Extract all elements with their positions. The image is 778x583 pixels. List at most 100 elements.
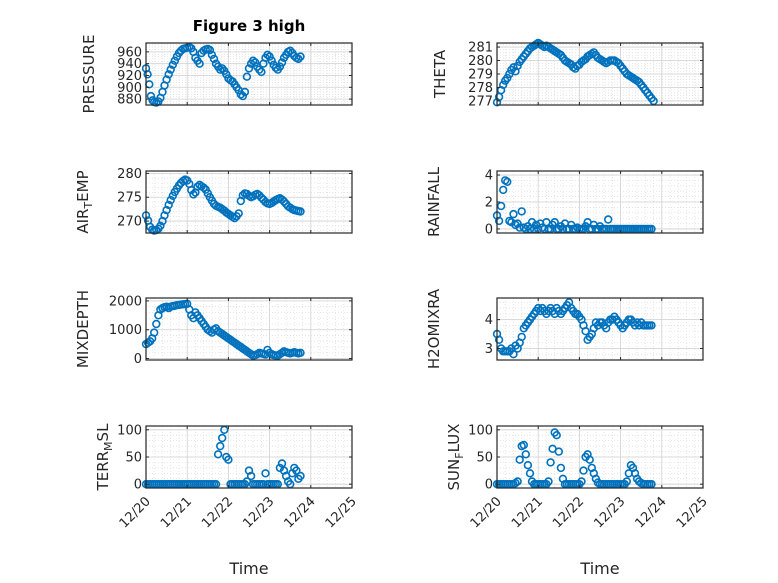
x-axis-label: Time xyxy=(228,559,268,578)
data-point xyxy=(525,469,535,478)
y-axis-label-main: SUN xyxy=(445,459,463,491)
y-axis-label: H2OMIXRA xyxy=(425,288,443,369)
axes-box xyxy=(145,170,353,234)
y-tick-label: 281 xyxy=(468,41,493,56)
y-axis-label-subscript: F xyxy=(453,452,466,458)
data-point xyxy=(224,455,233,464)
data-point xyxy=(150,328,159,337)
data-point xyxy=(156,221,165,231)
data-point xyxy=(496,201,506,211)
data-points xyxy=(492,298,656,359)
data-point xyxy=(585,455,594,464)
data-point xyxy=(286,46,295,55)
y-tick-label: 50 xyxy=(125,451,142,466)
data-points xyxy=(141,175,305,235)
y-tick-label: 0 xyxy=(134,478,142,493)
data-point xyxy=(296,207,305,216)
data-point xyxy=(240,87,250,97)
data-point xyxy=(515,455,524,464)
data-point xyxy=(499,185,508,195)
y-tick-label: 920 xyxy=(117,69,142,84)
y-tick-label: 2 xyxy=(485,196,493,211)
data-point xyxy=(170,56,180,65)
data-point xyxy=(517,332,526,342)
y-tick-label: 270 xyxy=(117,215,142,230)
y-tick-label: 0 xyxy=(485,478,493,493)
data-point xyxy=(509,350,518,359)
data-point xyxy=(230,214,239,223)
data-point xyxy=(238,91,248,101)
y-tick-label: 900 xyxy=(117,81,142,96)
subplot-3: 270 275 280 AIRTEMP xyxy=(74,167,353,235)
y-tick-label: 4 xyxy=(485,313,493,328)
data-point xyxy=(509,63,518,72)
y-axis-label-suffix: LUX xyxy=(445,424,463,453)
axes-box xyxy=(145,297,353,361)
data-point xyxy=(296,348,305,357)
y-axis-label-main: H2OMIXRA xyxy=(425,288,443,369)
data-point xyxy=(271,63,280,73)
data-point xyxy=(213,450,223,459)
data-point xyxy=(207,50,217,59)
y-tick-label: 0 xyxy=(485,222,493,237)
data-point xyxy=(494,335,504,344)
y-tick-label: 100 xyxy=(117,423,142,438)
data-point xyxy=(552,431,561,440)
data-point xyxy=(218,433,227,443)
data-point xyxy=(189,190,198,199)
y-axis-label-subscript: T xyxy=(82,202,95,210)
y-tick-label: 4 xyxy=(485,169,493,184)
y-axis-label-suffix: EMP xyxy=(74,170,92,201)
y-axis-label: TERRMSL xyxy=(94,423,115,492)
y-axis-label: MIXDEPTH xyxy=(74,290,92,368)
y-tick-label: 279 xyxy=(468,68,493,83)
y-tick-label: 277 xyxy=(468,94,493,109)
y-axis-label: SUNFLUX xyxy=(445,424,466,491)
y-tick-label: 3 xyxy=(485,342,493,357)
y-axis-label-main: THETA xyxy=(431,49,449,99)
y-tick-label: 280 xyxy=(468,54,493,69)
subplot-6: 3 4 H2OMIXRA xyxy=(425,288,704,369)
data-point xyxy=(277,459,287,468)
y-axis-label-main: AIR xyxy=(74,209,92,234)
data-points xyxy=(492,38,658,107)
data-point xyxy=(603,215,613,224)
y-tick-label: 0 xyxy=(134,352,142,367)
data-point xyxy=(521,450,530,459)
data-point xyxy=(242,72,252,81)
data-point xyxy=(248,56,258,65)
y-axis-label-suffix: SL xyxy=(94,423,112,442)
data-point xyxy=(513,219,522,228)
y-tick-label: 2000 xyxy=(109,294,142,309)
y-tick-label: 100 xyxy=(468,423,493,438)
data-point xyxy=(544,477,553,486)
y-tick-label: 278 xyxy=(468,81,493,96)
data-point xyxy=(257,67,266,77)
axes-box xyxy=(496,297,704,361)
subplot-8: 12/20 12/21 12/22 12/23 12/24 12/25050100SUNF… xyxy=(445,423,711,578)
data-point xyxy=(513,61,522,71)
data-point xyxy=(513,477,522,486)
data-point xyxy=(143,70,152,79)
y-tick-label: 960 xyxy=(117,45,142,60)
data-point xyxy=(554,447,563,456)
y-tick-label: 940 xyxy=(117,57,142,72)
y-tick-label: 275 xyxy=(117,191,142,206)
data-point xyxy=(622,477,631,486)
y-axis-label-main: RAINFALL xyxy=(425,166,443,237)
data-point xyxy=(164,200,173,210)
y-axis-label-main: PRESSURE xyxy=(80,35,98,114)
data-point xyxy=(647,321,656,330)
y-tick-label: 50 xyxy=(476,451,493,466)
x-axis-label: Time xyxy=(579,559,619,578)
data-point xyxy=(503,73,512,83)
data-point xyxy=(523,461,533,470)
data-points xyxy=(141,42,305,107)
data-point xyxy=(236,90,246,99)
data-point xyxy=(166,65,175,74)
data-point xyxy=(199,183,208,192)
y-tick-label: 280 xyxy=(117,167,142,182)
data-points xyxy=(141,299,305,360)
y-axis-label-subscript: M xyxy=(102,441,115,451)
